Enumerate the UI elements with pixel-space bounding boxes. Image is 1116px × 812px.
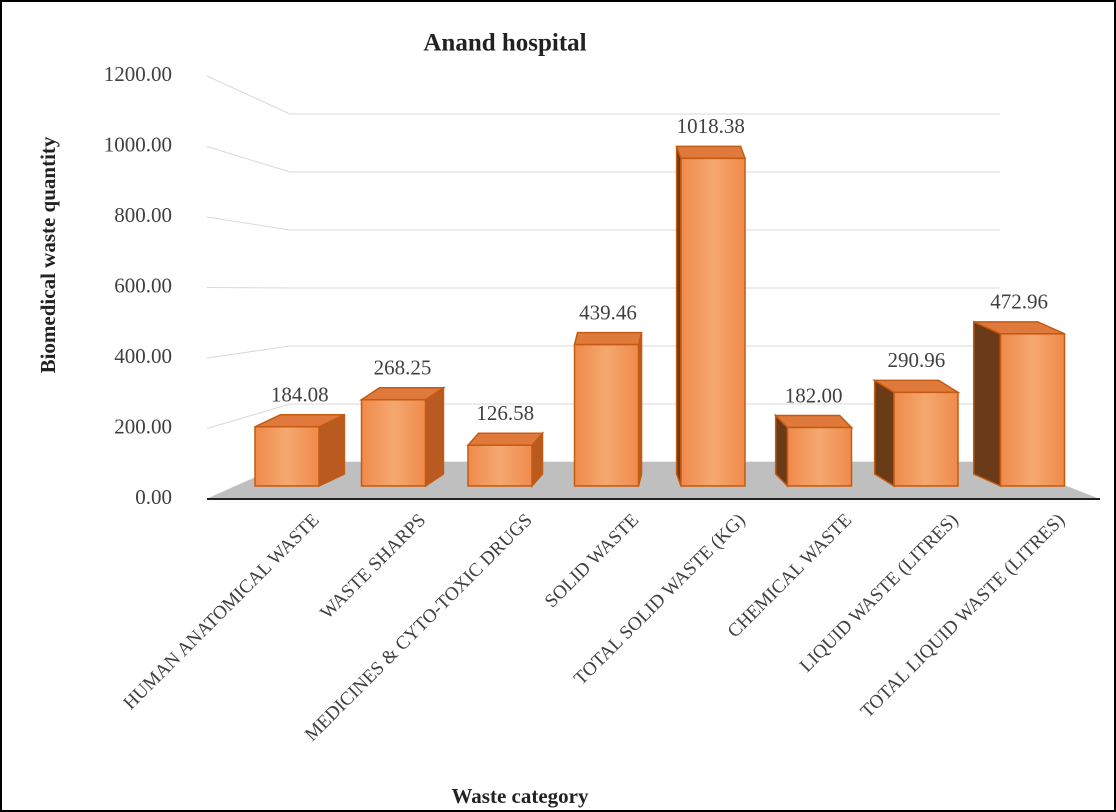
bar-front — [467, 444, 533, 487]
data-label: 184.08 — [271, 383, 329, 407]
bar-side — [873, 379, 895, 488]
bar-top — [675, 145, 747, 160]
grid-line — [206, 75, 1000, 115]
bar — [872, 379, 961, 488]
data-label: 1018.38 — [677, 114, 745, 138]
grid-line — [206, 146, 1000, 173]
data-label: 439.46 — [579, 300, 637, 324]
x-axis-title: Waste category — [451, 784, 589, 808]
data-label: 182.00 — [785, 383, 843, 407]
bar — [675, 145, 747, 487]
bar-front — [893, 391, 959, 487]
y-tick-label: 600.00 — [114, 273, 172, 297]
grid-line — [206, 403, 1000, 429]
bar-front — [254, 426, 320, 487]
grid-line — [206, 216, 1000, 231]
bar — [359, 386, 446, 488]
bar-top — [466, 432, 545, 447]
grid-line — [206, 287, 1000, 289]
bar — [466, 431, 545, 488]
bar — [972, 320, 1066, 488]
bar-top — [773, 414, 854, 429]
bar-front — [573, 343, 640, 487]
data-label: 290.96 — [887, 348, 945, 372]
chart-title: Anand hospital — [423, 30, 586, 57]
bar-front — [999, 333, 1066, 487]
y-axis-title: Biomedical waste quantity — [36, 136, 60, 373]
data-label: 268.25 — [374, 356, 432, 380]
bar-front — [680, 157, 746, 487]
data-label: 126.58 — [476, 401, 534, 425]
data-label: 472.96 — [990, 290, 1048, 314]
y-tick-label: 800.00 — [114, 203, 172, 227]
bar-side — [424, 386, 445, 488]
bar — [773, 413, 854, 488]
y-tick-label: 1200.00 — [104, 62, 172, 86]
bar — [254, 413, 346, 488]
y-tick-label: 200.00 — [114, 414, 172, 438]
bar — [573, 331, 643, 487]
bar-side — [972, 320, 1002, 488]
bar-top — [573, 331, 643, 346]
bar-front — [786, 426, 853, 487]
y-tick-label: 400.00 — [114, 344, 172, 368]
grid-line — [206, 345, 1000, 359]
y-tick-label: 0.00 — [135, 485, 172, 509]
y-tick-label: 1000.00 — [104, 132, 172, 156]
bar-front — [360, 398, 427, 487]
